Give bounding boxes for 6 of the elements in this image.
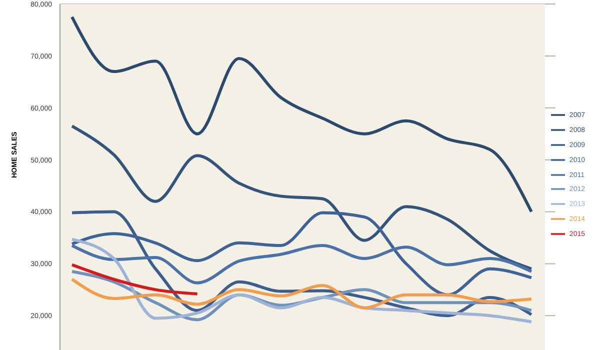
- line-series: [70, 238, 533, 324]
- line-series: [70, 278, 533, 310]
- line-series: [70, 124, 533, 270]
- line-series: [70, 263, 199, 296]
- line-series: [70, 15, 533, 214]
- line-series: [70, 244, 533, 284]
